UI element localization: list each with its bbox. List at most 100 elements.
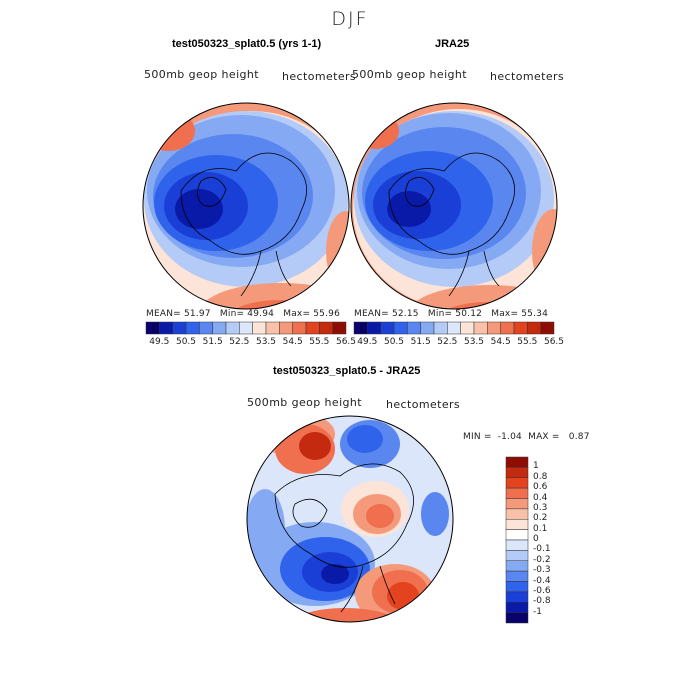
panel-2-colorbar-box (380, 321, 395, 335)
panel-2-units: hectometers (490, 70, 565, 83)
panel-2-min-label: Min= (427, 309, 453, 319)
panel-2-colorbar-box (460, 321, 475, 335)
panel-3-max-label: MAX = (528, 432, 560, 442)
panel-1-title: test050323_splat0.5 (yrs 1-1) (172, 38, 322, 50)
panel-1-colorbar-tick-label: 50.5 (175, 337, 197, 347)
panel-2-colorbar-tick-label: 52.5 (437, 337, 458, 347)
panel-2-colorbar-box (540, 321, 555, 335)
panel-3-colorbar-box (505, 591, 529, 603)
panel-2-colorbar-box (500, 321, 515, 335)
panel-3-colorbar-box (505, 498, 529, 510)
panel-1-mean: 51.97 (183, 309, 211, 319)
panel-3-colorbar-tick-label: 0 (533, 534, 539, 544)
panel-1-colorbar-box (159, 321, 173, 335)
panel-1-max-label: Max= (283, 309, 311, 319)
panel-3-colorbar-box (505, 519, 529, 530)
panel-3-colorbar-tick-label: -0.4 (533, 575, 551, 586)
panel-3-colorbar-tick-label: 0.6 (533, 482, 548, 493)
panel-1-colorbar-tick-label: 51.5 (202, 337, 223, 347)
panel-2-colorbar-box (487, 321, 501, 335)
panel-2-colorbar-box (393, 321, 408, 335)
panel-2-colorbar-box (420, 321, 435, 335)
panel-3-colorbar-box (505, 539, 529, 551)
panel-1-min: 49.94 (247, 309, 275, 319)
panel-1-max: 55.96 (313, 309, 341, 319)
panel-3-colorbar-tick-label: -0.1 (533, 544, 551, 555)
panel-2-colorbar-tick-label: 54.5 (490, 337, 511, 347)
panel-1-colorbar-box (252, 321, 267, 335)
panel-1-colorbar-box (239, 321, 253, 335)
panel-3-map (246, 415, 454, 623)
panel-1-colorbar-box (265, 321, 280, 335)
panel-2-colorbar-ticks: 49.5 50.5 51.5 52.5 53.5 54.5 55.5 56.5 (354, 337, 564, 349)
panel-3-colorbar-box (505, 529, 529, 541)
panel-3-colorbar-box (505, 477, 529, 489)
panel-2-colorbar-box (353, 321, 368, 335)
panel-3-colorbar-tick-label: -0.8 (533, 596, 551, 607)
panel-3-colorbar-box (505, 570, 529, 582)
panel-1-colorbar-tick-label: 52.5 (229, 337, 250, 347)
panel-1-colorbar-box (305, 321, 320, 335)
panel-2-field-label: 500mb geop height (352, 68, 468, 81)
panel-3-colorbar-tick-label: 0.3 (533, 502, 548, 513)
panel-2-colorbar-tick-label: 53.5 (463, 337, 485, 347)
panel-1-colorbar-tick-label: 49.5 (149, 337, 170, 347)
panel-2-stats: MEAN= 52.15 Min= 50.12 Max= 55.34 (354, 309, 548, 319)
panel-3-stats: MIN = -1.04 MAX = 0.87 (463, 432, 590, 442)
panel-1-colorbar-box (332, 321, 347, 335)
panel-3-colorbar-box (505, 456, 529, 468)
panel-3-colorbar-box (505, 467, 529, 478)
panel-2-map (350, 102, 558, 310)
panel-3-colorbar-box (505, 602, 529, 613)
panel-1-colorbar-box (279, 321, 293, 335)
panel-2-mean-label: MEAN= (354, 309, 389, 319)
panel-2-colorbar-box (407, 321, 421, 335)
panel-1-stats: MEAN= 51.97 Min= 49.94 Max= 55.96 (146, 309, 340, 319)
panel-2-colorbar-box (527, 321, 541, 335)
panel-3-colorbar-tick-label: 1 (533, 461, 539, 472)
panel-3-colorbar-tick-label: 0.1 (533, 523, 548, 534)
panel-3-title: test050323_splat0.5 - JRA25 (273, 365, 421, 377)
panel-2-colorbar-tick-label: 56.5 (543, 337, 565, 347)
panel-1-colorbar-box (292, 321, 307, 335)
panel-3-field-label: 500mb geop height (247, 396, 363, 409)
panel-1-field-label: 500mb geop height (144, 68, 260, 81)
panel-2-colorbar-box (447, 321, 461, 335)
panel-3-colorbar-tick-label: 0.2 (533, 513, 548, 524)
panel-3-min: -1.04 (497, 432, 522, 442)
panel-3-colorbar-box (505, 487, 529, 499)
panel-2-max: 55.34 (521, 309, 549, 319)
panel-3-colorbar-box (505, 612, 529, 624)
panel-2-colorbar-box (513, 321, 528, 335)
panel-3-colorbar-box (505, 508, 529, 520)
panel-2-mean: 52.15 (391, 309, 419, 319)
panel-1-colorbar-box (172, 321, 187, 335)
panel-3-colorbar-box (505, 550, 529, 561)
panel-3-colorbar-tick-label: -0.2 (533, 554, 551, 565)
panel-1-colorbar-box (199, 321, 213, 335)
panel-3-colorbar-box (505, 560, 529, 572)
panel-1-colorbar-box (185, 321, 200, 335)
panel-2-colorbar-tick-label: 55.5 (517, 337, 538, 347)
panel-3-colorbar-tick-label: -0.3 (533, 565, 551, 576)
panel-3-units: hectometers (386, 398, 461, 411)
panel-3-colorbar-tick-label: -1 (533, 606, 542, 617)
panel-1-map (142, 102, 350, 310)
panel-3-max: 0.87 (568, 432, 590, 442)
panel-2-max-label: Max= (491, 309, 519, 319)
panel-2-colorbar-box (473, 321, 488, 335)
panel-3-colorbar-box (505, 581, 529, 593)
panel-1-units: hectometers (282, 70, 357, 83)
figure-title: DJF (331, 8, 369, 30)
panel-3-colorbar-tick-label: -0.6 (533, 585, 551, 596)
panel-1-colorbar-box (319, 321, 333, 335)
panel-1-colorbar-box (145, 321, 160, 335)
panel-3-min-label: MIN = (463, 432, 492, 442)
panel-2-colorbar (353, 321, 555, 335)
panel-1-colorbar-ticks: 49.5 50.5 51.5 52.5 53.5 54.5 55.5 56.5 (146, 337, 356, 349)
panel-1-mean-label: MEAN= (146, 309, 181, 319)
panel-1-colorbar (145, 321, 347, 335)
panel-1-colorbar-tick-label: 56.5 (335, 337, 357, 347)
panel-2-colorbar-box (367, 321, 381, 335)
panel-2-colorbar-tick-label: 50.5 (383, 337, 405, 347)
